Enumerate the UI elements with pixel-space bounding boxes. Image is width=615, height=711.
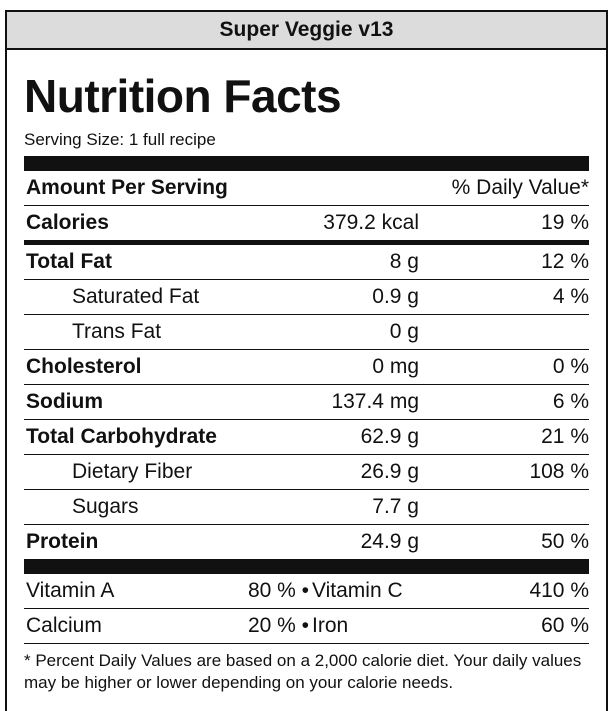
product-name: Super Veggie v13	[7, 12, 606, 50]
nutrient-label: Saturated Fat	[72, 285, 200, 308]
nutrient-amount: 24.9 g	[360, 530, 419, 553]
vitamin-right-label: Iron	[312, 614, 349, 637]
vitamin-right-value: 60 %	[541, 614, 589, 637]
nutrient-amount: 26.9 g	[360, 460, 419, 483]
nutrient-row-sugars: Sugars 7.7 g	[24, 490, 589, 525]
nutrient-label: Protein	[26, 530, 99, 553]
nutrient-row-protein: Protein 24.9 g 50 %	[24, 525, 589, 559]
nutrient-amount: 0 mg	[372, 355, 419, 378]
nutrient-label: Cholesterol	[26, 355, 142, 378]
nutrient-label: Total Fat	[26, 250, 112, 273]
nutrient-label: Dietary Fiber	[72, 460, 193, 483]
amount-per-serving-label: Amount Per Serving	[26, 176, 228, 199]
medium-divider	[24, 240, 589, 245]
nutrient-row-total-carbohydrate: Total Carbohydrate 62.9 g 21 %	[24, 420, 589, 455]
nutrient-label: Trans Fat	[72, 320, 162, 343]
calories-row: Calories 379.2 kcal 19 %	[24, 206, 589, 240]
nutrient-label: Total Carbohydrate	[26, 425, 217, 448]
nutrient-amount: 8 g	[389, 250, 419, 273]
nutrient-label: Sodium	[26, 390, 103, 413]
vitamin-right-label: Vitamin C	[312, 579, 403, 602]
amount-header-row: Amount Per Serving % Daily Value*	[24, 171, 589, 206]
footnote: * Percent Daily Values are based on a 2,…	[24, 651, 582, 692]
vitamin-right-value: 410 %	[529, 579, 589, 602]
nutrient-amount: 0 g	[389, 320, 419, 343]
nutrient-row-cholesterol: Cholesterol 0 mg 0 %	[24, 350, 589, 385]
label-body: Nutrition Facts Serving Size: 1 full rec…	[24, 72, 589, 694]
nutrient-amount: 0.9 g	[372, 285, 419, 308]
vitamin-left-label: Vitamin A	[26, 579, 115, 602]
calories-dv: 19 %	[541, 211, 589, 234]
vitamin-left-value: 80 % •	[247, 579, 309, 602]
nutrition-facts-heading: Nutrition Facts	[24, 70, 342, 122]
serving-size: Serving Size: 1 full recipe	[24, 130, 216, 149]
calories-amount: 379.2 kcal	[323, 211, 419, 234]
nutrient-row-saturated-fat: Saturated Fat 0.9 g 4 %	[24, 280, 589, 315]
vitamin-left-value: 20 % •	[247, 614, 309, 637]
nutrient-row-sodium: Sodium 137.4 mg 6 %	[24, 385, 589, 420]
calories-label: Calories	[26, 211, 109, 234]
nutrient-label: Sugars	[72, 495, 139, 518]
vitamin-row-calcium-iron: Calcium 20 % • Iron 60 %	[24, 609, 589, 644]
nutrient-row-total-fat: Total Fat 8 g 12 %	[24, 245, 589, 280]
nutrient-dv: 12 %	[541, 250, 589, 273]
nutrient-row-dietary-fiber: Dietary Fiber 26.9 g 108 %	[24, 455, 589, 490]
nutrient-amount: 62.9 g	[360, 425, 419, 448]
thick-divider	[24, 559, 589, 574]
vitamin-row-a-c: Vitamin A 80 % • Vitamin C 410 %	[24, 574, 589, 609]
nutrient-dv: 6 %	[552, 390, 589, 413]
nutrient-dv: 50 %	[541, 530, 589, 553]
nutrient-row-trans-fat: Trans Fat 0 g	[24, 315, 589, 350]
nutrient-dv: 0 %	[552, 355, 589, 378]
daily-value-header: % Daily Value*	[451, 176, 589, 199]
nutrient-dv: 108 %	[529, 460, 589, 483]
nutrient-amount: 137.4 mg	[331, 390, 419, 413]
nutrition-label: Super Veggie v13 Nutrition Facts Serving…	[5, 10, 608, 711]
thick-divider	[24, 156, 589, 171]
vitamin-left-label: Calcium	[26, 614, 102, 637]
nutrient-dv: 21 %	[541, 425, 589, 448]
nutrient-amount: 7.7 g	[372, 495, 419, 518]
nutrient-dv: 4 %	[552, 285, 589, 308]
